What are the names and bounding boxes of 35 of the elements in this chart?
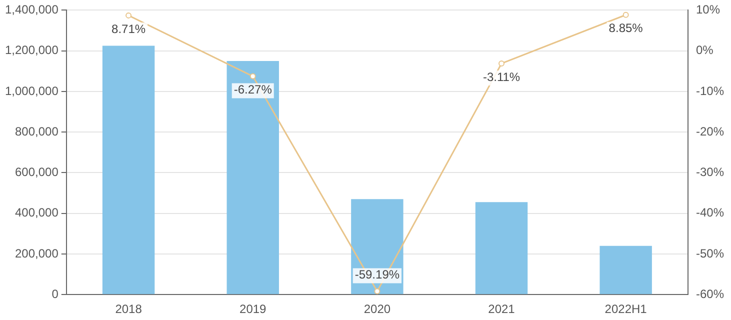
bar [226, 60, 279, 294]
point [622, 12, 629, 18]
y2-tick-label: 10% [696, 2, 720, 17]
y-tick-label: 0 [52, 286, 59, 301]
y2-tick-label: -40% [696, 206, 724, 220]
y-tick-label: 200,000 [14, 246, 59, 260]
y2-tick-label: -60% [696, 286, 724, 301]
data-label: -59.19% [354, 268, 400, 282]
x-tick-label: 2021 [488, 302, 516, 316]
y2-tick-label: -20% [696, 124, 724, 138]
x-tick-label: 2020 [364, 302, 391, 316]
y-tick-label: 400,000 [14, 206, 59, 220]
y-tick-label: 600,000 [14, 165, 59, 180]
data-label: -3.11% [482, 70, 520, 84]
data-label: -6.27% [234, 82, 272, 97]
x-tick-label: 2019 [240, 302, 267, 316]
y-tick-label: 1,200,000 [4, 43, 59, 58]
point [250, 73, 256, 80]
bar [102, 46, 155, 294]
point [374, 288, 380, 294]
y-tick-label: 1,400,000 [4, 2, 59, 17]
data-label: 8.71% [112, 22, 146, 36]
y-tick-label: 800,000 [14, 124, 59, 138]
y-tick-label: 1,000,000 [4, 84, 59, 98]
y2-tick-label: -10% [696, 84, 724, 98]
y2-tick-label: 0% [696, 43, 714, 58]
y2-tick-label: -30% [696, 165, 724, 180]
x-tick-label: 2022H1 [604, 302, 648, 316]
y2-tick-label: -50% [696, 246, 724, 260]
point [126, 12, 132, 18]
bar [475, 202, 528, 294]
x-tick-label: 2018 [115, 302, 142, 316]
data-label: 8.85% [608, 21, 644, 36]
point [498, 60, 505, 66]
bar [600, 246, 652, 294]
